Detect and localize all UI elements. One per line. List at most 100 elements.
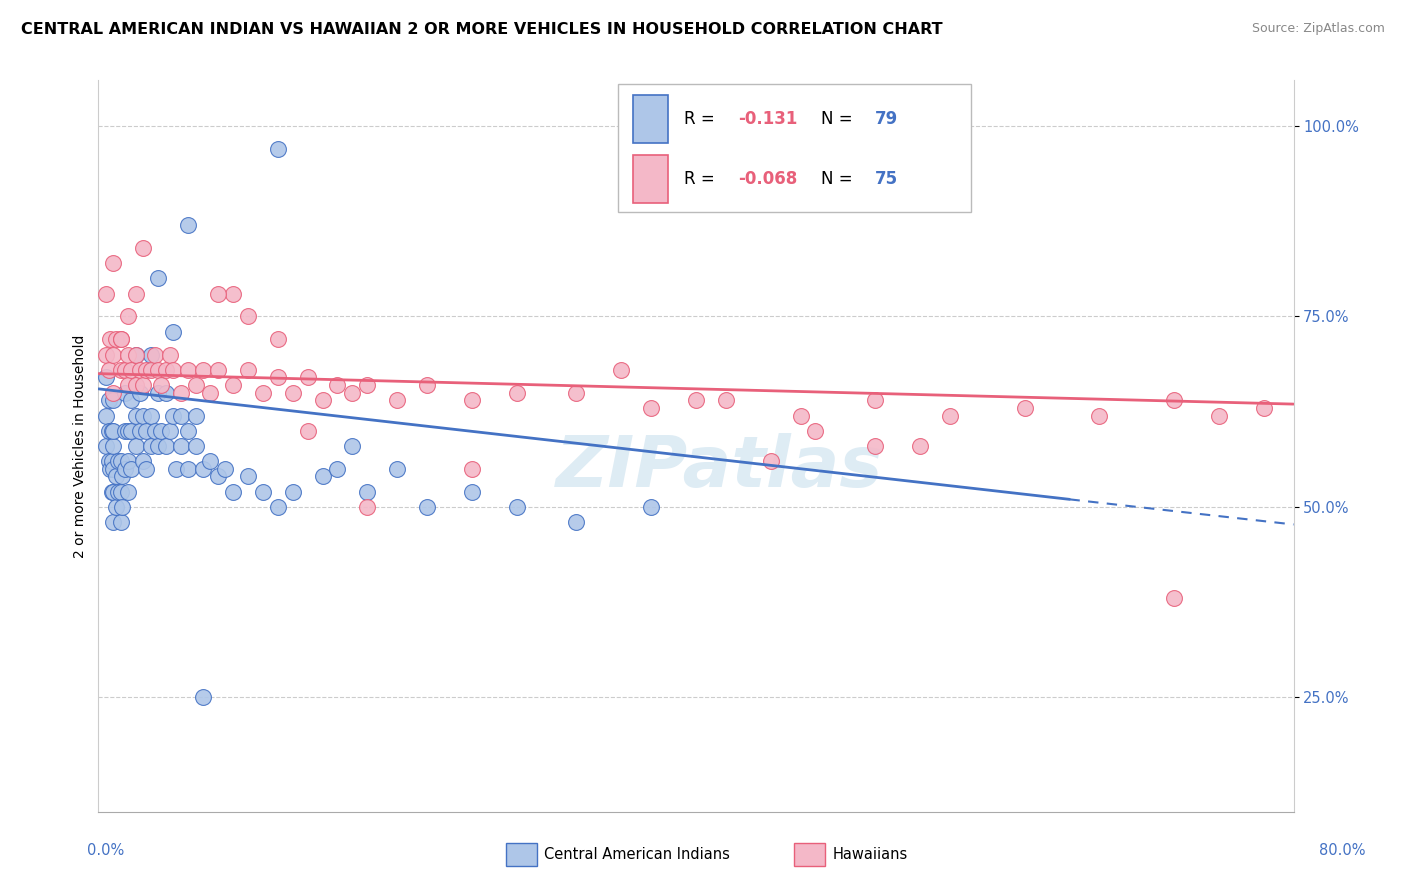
Text: Hawaiians: Hawaiians (832, 847, 908, 862)
Point (117, 310, 139, 324)
Point (610, 363, 633, 377)
Point (297, 424, 319, 438)
Point (129, 363, 152, 377)
Point (101, 454, 124, 468)
Point (165, 462, 187, 476)
Point (103, 256, 125, 270)
Point (111, 469, 134, 483)
Point (125, 348, 148, 362)
Point (939, 409, 962, 423)
Point (139, 363, 162, 377)
Point (117, 454, 139, 468)
Point (565, 385, 588, 400)
Text: 75: 75 (876, 170, 898, 188)
Point (1088, 409, 1111, 423)
Text: Source: ZipAtlas.com: Source: ZipAtlas.com (1251, 22, 1385, 36)
Point (356, 378, 378, 392)
Point (143, 424, 166, 438)
Point (107, 454, 129, 468)
Point (114, 363, 136, 377)
Point (207, 286, 229, 301)
Point (125, 409, 148, 423)
Point (162, 363, 184, 377)
Point (110, 484, 132, 499)
Point (236, 363, 259, 377)
Point (110, 363, 132, 377)
Point (120, 424, 142, 438)
Point (461, 393, 484, 408)
Point (385, 462, 409, 476)
Point (200, 454, 222, 468)
Point (120, 363, 142, 377)
Point (908, 439, 931, 453)
Point (103, 515, 125, 529)
Point (132, 378, 155, 392)
Point (342, 439, 364, 453)
Point (207, 469, 229, 483)
Point (97, 454, 120, 468)
Y-axis label: 2 or more Vehicles in Household: 2 or more Vehicles in Household (73, 334, 87, 558)
Point (155, 439, 177, 453)
Point (356, 500, 378, 514)
Text: R =: R = (685, 170, 720, 188)
Point (114, 462, 136, 476)
Text: 0.0%: 0.0% (87, 843, 124, 858)
Point (117, 484, 139, 499)
Point (416, 500, 439, 514)
Point (159, 424, 181, 438)
Point (169, 439, 191, 453)
Point (184, 378, 207, 392)
Point (97, 363, 120, 377)
Point (267, 370, 290, 384)
Text: 80.0%: 80.0% (1319, 843, 1367, 858)
Text: 79: 79 (876, 110, 898, 128)
Point (267, 500, 290, 514)
Point (105, 332, 128, 346)
Point (103, 393, 125, 408)
Point (252, 385, 274, 400)
Point (135, 363, 157, 377)
Point (103, 385, 125, 400)
Point (865, 393, 887, 408)
Point (101, 424, 124, 438)
FancyBboxPatch shape (633, 95, 668, 143)
Point (162, 325, 184, 339)
Point (94, 286, 117, 301)
Point (200, 385, 222, 400)
Point (98, 462, 122, 476)
Point (1163, 393, 1185, 408)
Point (184, 409, 207, 423)
Point (143, 348, 166, 362)
Point (184, 439, 207, 453)
Point (685, 393, 707, 408)
Point (103, 439, 125, 453)
Point (326, 378, 349, 392)
Point (177, 462, 200, 476)
Point (1014, 401, 1036, 415)
Point (103, 462, 125, 476)
Point (117, 348, 139, 362)
Point (135, 462, 157, 476)
Text: CENTRAL AMERICAN INDIAN VS HAWAIIAN 2 OR MORE VEHICLES IN HOUSEHOLD CORRELATION : CENTRAL AMERICAN INDIAN VS HAWAIIAN 2 OR… (21, 22, 942, 37)
Point (129, 424, 152, 438)
Point (139, 409, 162, 423)
Text: ZIPatlas: ZIPatlas (557, 434, 883, 502)
Point (207, 363, 229, 377)
Point (120, 462, 142, 476)
Point (150, 378, 173, 392)
Point (640, 401, 662, 415)
Point (236, 469, 259, 483)
Text: R =: R = (685, 110, 720, 128)
Point (120, 393, 142, 408)
Point (385, 393, 409, 408)
Point (1208, 409, 1230, 423)
Point (97, 424, 120, 438)
Point (94, 370, 117, 384)
Point (98, 332, 122, 346)
Point (101, 484, 124, 499)
Point (789, 409, 811, 423)
Point (214, 462, 236, 476)
Point (105, 469, 128, 483)
Point (94, 439, 117, 453)
Text: N =: N = (821, 170, 858, 188)
